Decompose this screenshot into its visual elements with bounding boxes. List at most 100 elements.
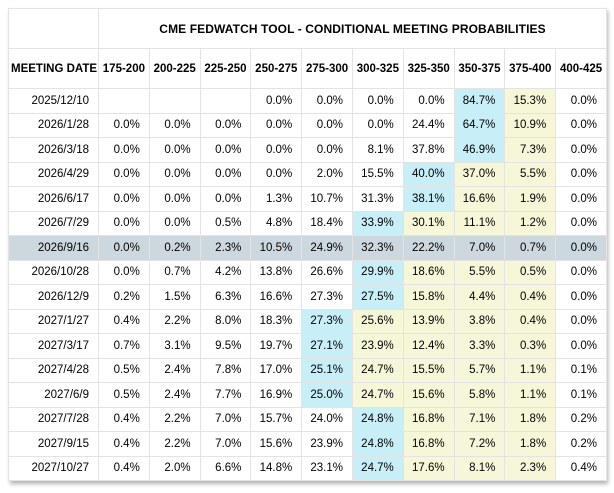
probability-cell: 0.0% [555,284,608,310]
probability-cell: 1.5% [148,284,201,310]
probability-cell: 0.4% [98,406,150,432]
table-row[interactable]: 2026/3/18 0.0% 0.0% 0.0% 0.0% 0.0% 8.1% 37.8% 46… [8,137,608,163]
table-row[interactable]: 2027/9/15 0.4% 2.2% 7.0% 15.6% 23.9% 24.8% 16.8… [8,431,608,457]
probability-cell: 23.9% [301,431,353,457]
probability-cell: 31.3% [351,186,404,212]
probability-cell: 7.8% [199,357,252,383]
probability-cell: 0.4% [504,308,557,334]
table-row[interactable]: 2026/10/28 0.0% 0.7% 4.2% 13.8% 26.6% 29.9% 18.… [8,259,608,285]
table-row[interactable]: 2026/4/29 0.0% 0.0% 0.0% 0.0% 2.0% 15.5% 40.0% 3… [8,161,608,187]
probability-cell: 17.0% [250,357,303,383]
probability-cell: 0.0% [351,88,404,114]
probability-cell: 7.1% [453,406,506,432]
probability-cell: 23.1% [301,455,353,481]
table-row[interactable]: 2026/1/28 0.0% 0.0% 0.0% 0.0% 0.0% 0.0% 24.4% 64… [8,112,608,138]
probability-cell: 24.9% [301,235,353,261]
probability-cell: 0.0% [555,259,608,285]
meeting-date-cell: 2027/7/28 [8,406,99,432]
probability-cell: 2.4% [148,382,201,408]
probability-cell: 0.5% [98,382,150,408]
probability-cell: 1.8% [504,431,557,457]
probability-cell: 2.4% [148,357,201,383]
probability-cell: 19.7% [250,333,303,359]
probability-cell: 38.1% [402,186,455,212]
table-row[interactable]: 2027/7/28 0.4% 2.2% 7.0% 15.7% 24.0% 24.8% 16.8… [8,406,608,432]
probability-cell: 8.1% [453,455,506,481]
probability-cell [148,88,201,114]
probability-cell: 5.8% [453,382,506,408]
table-row[interactable]: 2026/9/16 0.0% 0.2% 2.3% 10.5% 24.9% 32.3% 22.2… [8,235,608,261]
probability-cell: 15.3% [504,88,557,114]
probability-cell: 0.0% [301,137,353,163]
probability-cell: 26.6% [301,259,353,285]
meeting-date-cell: 2027/6/9 [8,382,99,408]
table-row[interactable]: 2026/6/17 0.0% 0.0% 0.0% 1.3% 10.7% 31.3% 38.1%… [8,186,608,212]
probability-cell: 0.7% [504,235,557,261]
probability-cell: 15.5% [351,161,404,187]
probability-cell: 16.6% [250,284,303,310]
probability-cell: 24.8% [351,431,404,457]
probability-cell: 12.4% [402,333,455,359]
probability-cell: 27.3% [301,284,353,310]
meeting-date-cell: 2026/3/18 [8,137,99,163]
probability-cell: 10.9% [504,112,557,138]
probability-cell: 7.0% [453,235,506,261]
probability-cell: 7.7% [199,382,252,408]
rate-range-column-header: 275-300 [301,48,353,89]
table-row[interactable]: 2027/4/28 0.5% 2.4% 7.8% 17.0% 25.1% 24.7% 15.5… [8,357,608,383]
meeting-date-cell: 2026/12/9 [8,284,99,310]
probability-cell: 0.4% [98,431,150,457]
probability-cell: 23.9% [351,333,404,359]
probability-cell: 0.4% [504,284,557,310]
probability-cell: 6.3% [199,284,252,310]
probability-cell: 27.5% [351,284,404,310]
probability-cell: 0.0% [98,186,150,212]
probability-cell: 1.9% [504,186,557,212]
table-title: CME FEDWATCH TOOL - CONDITIONAL MEETING … [97,8,608,49]
meeting-date-cell: 2027/9/15 [8,431,99,457]
probability-cell: 2.0% [301,161,353,187]
meeting-date-cell: 2027/3/17 [8,333,99,359]
rate-range-column-header: 200-225 [148,48,201,89]
probability-cell: 24.7% [351,455,404,481]
probability-cell: 8.1% [351,137,404,163]
probability-cell: 16.8% [402,431,455,457]
probability-cell: 0.0% [402,88,455,114]
probability-cell: 2.3% [199,235,252,261]
table-row[interactable]: 2027/1/27 0.4% 2.2% 8.0% 18.3% 27.3% 25.6% 13.9… [8,308,608,334]
probability-cell: 0.0% [250,161,303,187]
rate-range-column-header: 300-325 [351,48,404,89]
meeting-date-cell: 2027/10/27 [8,455,99,481]
probability-cell [98,88,150,114]
probability-cell: 24.7% [351,357,404,383]
probability-cell: 1.1% [504,357,557,383]
probability-cell: 0.5% [199,210,252,236]
probability-cell: 0.0% [148,210,201,236]
probability-cell: 0.0% [250,112,303,138]
probability-cell: 0.4% [98,455,150,481]
rate-range-column-header: 175-200 [98,48,150,89]
table-row[interactable]: 2026/7/29 0.0% 0.0% 0.5% 4.8% 18.4% 33.9% 30.1%… [8,210,608,236]
table-row[interactable]: 2026/12/9 0.2% 1.5% 6.3% 16.6% 27.3% 27.5% 15.8… [8,284,608,310]
probability-cell: 25.0% [301,382,353,408]
probability-cell: 0.0% [199,186,252,212]
probability-cell: 37.8% [402,137,455,163]
probability-cell: 18.6% [402,259,455,285]
table-row[interactable]: 2027/10/27 0.4% 2.0% 6.6% 14.8% 23.1% 24.7% 17.… [8,455,608,481]
meeting-date-cell: 2027/4/28 [8,357,99,383]
probability-cell: 0.0% [98,235,150,261]
probability-cell: 4.2% [199,259,252,285]
meeting-date-cell: 2027/1/27 [8,308,99,334]
probability-cell: 0.0% [301,88,353,114]
table-row[interactable]: 2025/12/10 0.0% 0.0% 0.0% 0.0% 84.7% 15.3% 0.0% [8,88,608,114]
probability-cell: 17.6% [402,455,455,481]
probability-cell: 7.3% [504,137,557,163]
table-row[interactable]: 2027/3/17 0.7% 3.1% 9.5% 19.7% 27.1% 23.9% 12.4… [8,333,608,359]
probability-cell: 15.5% [402,357,455,383]
table-row[interactable]: 2027/6/9 0.5% 2.4% 7.7% 16.9% 25.0% 24.7% 15.6%… [8,382,608,408]
probability-cell: 0.0% [555,308,608,334]
probability-cell: 1.1% [504,382,557,408]
probability-cell: 33.9% [351,210,404,236]
probability-cell: 27.3% [301,308,353,334]
probability-cell: 10.5% [250,235,303,261]
